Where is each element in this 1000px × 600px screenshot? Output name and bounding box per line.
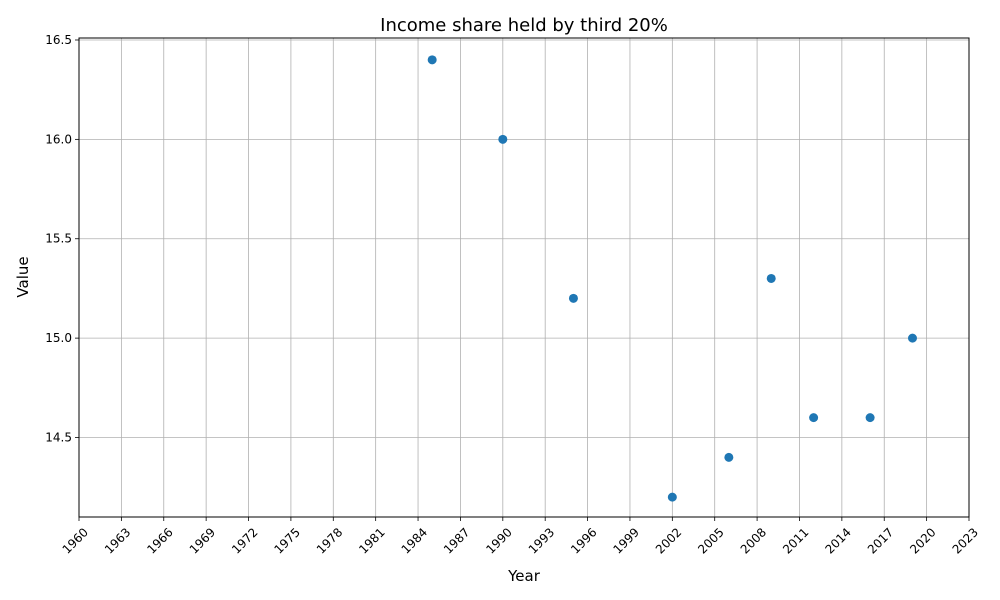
x-tick-label: 1963 [102,525,133,556]
x-tick-label: 1993 [526,525,557,556]
x-tick-label: 1981 [356,525,387,556]
data-point [907,333,917,343]
x-tick-label: 1990 [483,525,514,556]
data-point [667,492,677,502]
x-tick-label: 1996 [568,525,599,556]
x-tick-label: 2005 [695,525,726,556]
x-tick-label: 2011 [780,525,811,556]
y-tick-label: 16.5 [45,33,72,47]
x-tick-label: 1960 [60,525,91,556]
data-point [766,273,776,283]
x-tick-label: 2008 [738,525,769,556]
x-tick-label: 2017 [865,525,896,556]
plot-frame [78,37,970,518]
x-tick-label: 2014 [822,525,853,556]
data-points [427,55,917,502]
x-tick-label: 1999 [611,525,642,556]
data-point [724,452,734,462]
y-tick-label: 15.0 [45,331,72,345]
chart-title: Income share held by third 20% [380,15,668,36]
x-tick-label: 2023 [950,525,981,556]
data-point [498,134,508,144]
grid-lines [78,38,970,517]
x-tick-label: 1969 [187,525,218,556]
x-tick-label: 1987 [441,525,472,556]
data-point [568,293,578,303]
x-axis-title: Year [507,567,541,585]
y-tick-label: 16.0 [45,132,72,146]
data-point [427,55,437,65]
y-tick-label: 15.5 [45,232,72,246]
x-axis-ticks: 1960 1963 1966 1969 1972 1975 1978 1981 1984 1987… [60,517,981,557]
y-axis-title: Value [14,256,32,297]
x-tick-label: 1975 [271,525,302,556]
x-tick-label: 1966 [144,525,175,556]
data-point [809,413,819,423]
x-tick-label: 1978 [314,525,345,556]
x-tick-label: 2020 [907,525,938,556]
x-tick-label: 1972 [229,525,260,556]
x-tick-label: 2002 [653,525,684,556]
y-tick-label: 14.5 [45,430,72,444]
data-point [865,413,875,423]
y-axis-ticks: 14.5 15.0 15.5 16.0 16.5 [45,33,79,444]
plot-border [78,37,970,518]
x-tick-label: 1984 [399,525,430,556]
